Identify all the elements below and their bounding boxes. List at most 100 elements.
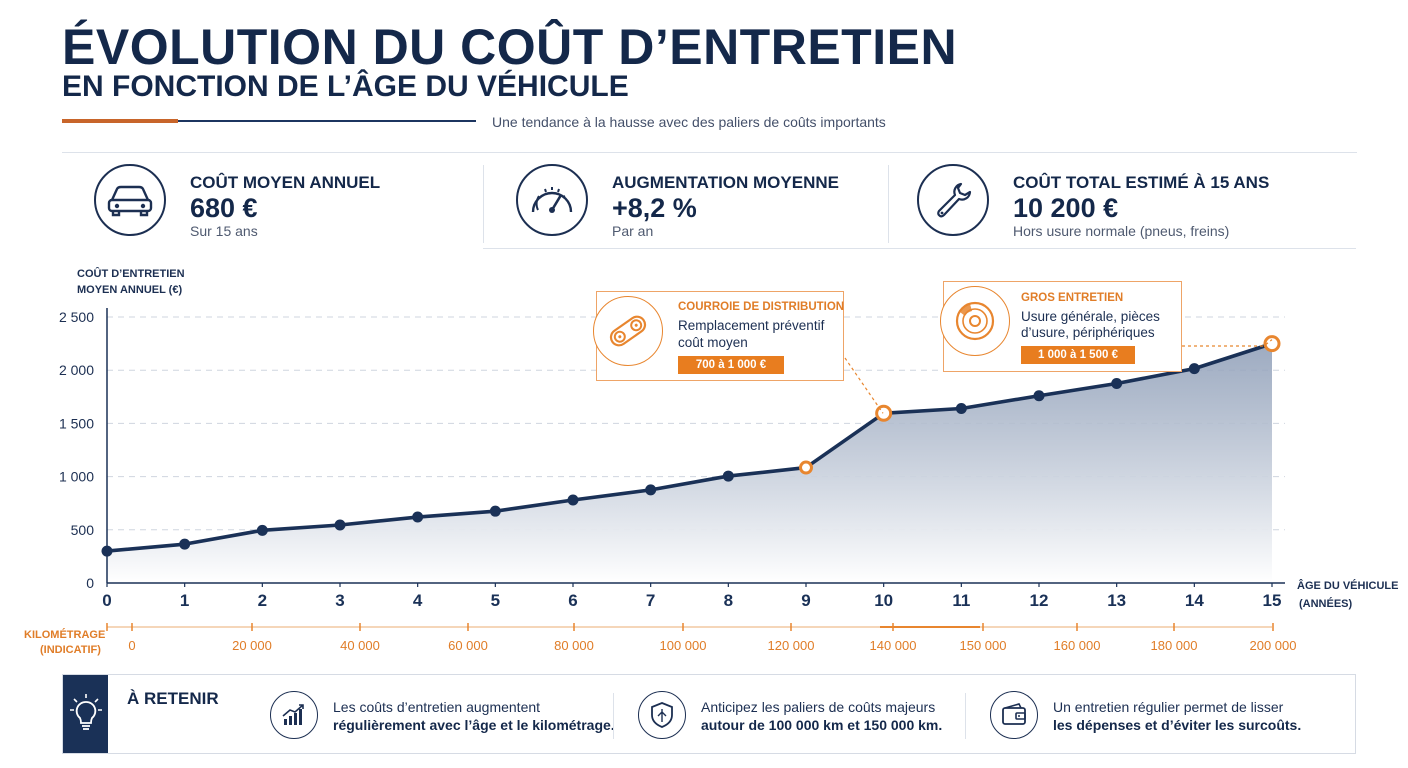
brake-disc-icon (940, 286, 1010, 356)
km-tick-label: 40 000 (340, 638, 380, 653)
data-point-highlight (875, 404, 893, 422)
x-tick-label: 15 (1263, 591, 1282, 610)
stat-label: COÛT MOYEN ANNUEL (190, 173, 381, 192)
car-icon (94, 164, 166, 236)
stat-value: 10 200 € (1013, 193, 1119, 223)
shield-icon (638, 691, 686, 739)
km-tick-label: 80 000 (554, 638, 594, 653)
y-tick-label: 1 500 (59, 415, 94, 431)
annotation-major-service: GROS ENTRETIEN Usure générale, pièces d’… (940, 281, 1182, 372)
y-tick-label: 2 500 (59, 309, 94, 325)
x-tick-label: 4 (413, 591, 423, 610)
takeaway-line2: autour de 100 000 km et 150 000 km. (701, 717, 943, 733)
growth-chart-icon (270, 691, 318, 739)
annotation-line: Usure générale, pièces (1021, 309, 1160, 324)
km-tick-label: 100 000 (660, 638, 707, 653)
y-tick-label: 2 000 (59, 362, 94, 378)
annotation-title: COURROIE DE DISTRIBUTION (678, 301, 845, 313)
annotation-badge: 700 à 1 000 € (678, 356, 784, 374)
annotation-line: coût moyen (678, 335, 748, 350)
series-line (106, 341, 1273, 553)
km-tick-label: 0 (128, 638, 135, 653)
speedometer-icon (516, 164, 588, 236)
x-tick-label: 2 (258, 591, 267, 610)
lightbulb-icon (63, 675, 108, 753)
stat-note: Hors usure normale (pneus, freins) (1013, 223, 1230, 239)
stat-divider (483, 165, 484, 243)
data-point-highlight (1263, 335, 1281, 353)
takeaway-divider (965, 693, 966, 739)
takeaway-line1: Un entretien régulier permet de lisser (1053, 699, 1284, 715)
y-tick-label: 500 (71, 522, 95, 538)
cost-chart: COÛT D’ENTRETIEN MOYEN ANNUEL (€) 05001 … (24, 267, 1398, 656)
y-tick-label: 0 (86, 575, 94, 591)
stat-value: 680 € (190, 193, 258, 223)
stat-underline (888, 248, 1356, 249)
km-axis-title-line1: KILOMÉTRAGE (24, 628, 105, 641)
km-tick-label: 20 000 (232, 638, 272, 653)
x-axis-title-line1: ÂGE DU VÉHICULE (1297, 579, 1398, 592)
data-point (567, 494, 579, 506)
x-tick-label: 3 (335, 591, 344, 610)
data-point (179, 538, 191, 550)
key-takeaways: À RETENIR Les coûts d’entretien augmente… (62, 674, 1356, 754)
km-tick-label: 60 000 (448, 638, 488, 653)
takeaway-line2: les dépenses et d’éviter les surcoûts. (1053, 717, 1302, 733)
data-point (722, 470, 734, 482)
stat-note: Sur 15 ans (190, 223, 258, 239)
x-axis-title-line2: (ANNÉES) (1299, 597, 1353, 610)
takeaway-divider (613, 693, 614, 739)
takeaways-title: À RETENIR (127, 689, 219, 708)
x-tick-label: 10 (874, 591, 893, 610)
area-fill (107, 343, 1272, 583)
wallet-icon (990, 691, 1038, 739)
stat-label: COÛT TOTAL ESTIMÉ À 15 ANS (1013, 173, 1270, 192)
annotation-line: Remplacement préventif (678, 318, 825, 333)
title-rule (178, 120, 476, 122)
data-point (334, 519, 346, 531)
x-tick-label: 1 (180, 591, 189, 610)
km-tick-label: 180 000 (1151, 638, 1198, 653)
tagline: Une tendance à la hausse avec des palier… (492, 114, 886, 130)
data-point (489, 505, 501, 517)
annotation-title: GROS ENTRETIEN (1021, 292, 1124, 304)
data-point (101, 545, 113, 557)
data-point (1033, 390, 1045, 402)
stat-note: Par an (612, 223, 654, 239)
annotation-connector (1182, 339, 1273, 347)
data-point (412, 511, 424, 523)
page-subtitle: EN FONCTION DE L’ÂGE DU VÉHICULE (62, 70, 629, 103)
data-point (955, 403, 967, 415)
x-tick-label: 13 (1107, 591, 1126, 610)
wrench-icon (917, 164, 989, 236)
km-axis-title-line2: (INDICATIF) (40, 644, 101, 656)
data-point (1111, 378, 1123, 389)
x-tick-label: 7 (646, 591, 655, 610)
annotation-timing-belt: COURROIE DE DISTRIBUTION Remplacement pr… (593, 291, 845, 381)
km-tick-label: 150 000 (960, 638, 1007, 653)
takeaway-line1: Les coûts d’entretien augmentent (333, 699, 541, 715)
x-tick-label: 0 (102, 591, 111, 610)
takeaway-line1: Anticipez les paliers de coûts majeurs (701, 699, 936, 715)
x-tick-label: 12 (1030, 591, 1049, 610)
stat-value: +8,2 % (612, 193, 697, 223)
y-axis-title-line1: COÛT D’ENTRETIEN (77, 267, 185, 280)
y-tick-label: 1 000 (59, 469, 94, 485)
annotation-line: d’usure, périphériques (1021, 325, 1155, 340)
page-title: ÉVOLUTION DU COÛT D’ENTRETIEN (62, 19, 958, 75)
km-tick-label: 200 000 (1250, 638, 1297, 653)
annotation-badge: 1 000 à 1 500 € (1021, 346, 1135, 364)
stat-underline (483, 248, 888, 249)
takeaway-line2: régulièrement avec l’âge et le kilométra… (333, 717, 615, 733)
km-tick-label: 160 000 (1054, 638, 1101, 653)
annotation-connector (844, 357, 884, 414)
x-tick-label: 9 (801, 591, 810, 610)
accent-rule (62, 119, 178, 123)
timing-belt-icon (593, 296, 663, 366)
x-tick-label: 14 (1185, 591, 1204, 610)
km-tick-label: 120 000 (768, 638, 815, 653)
x-tick-label: 8 (724, 591, 733, 610)
data-point-highlight (799, 460, 813, 475)
x-tick-label: 11 (952, 591, 970, 610)
stat-label: AUGMENTATION MOYENNE (612, 173, 839, 192)
